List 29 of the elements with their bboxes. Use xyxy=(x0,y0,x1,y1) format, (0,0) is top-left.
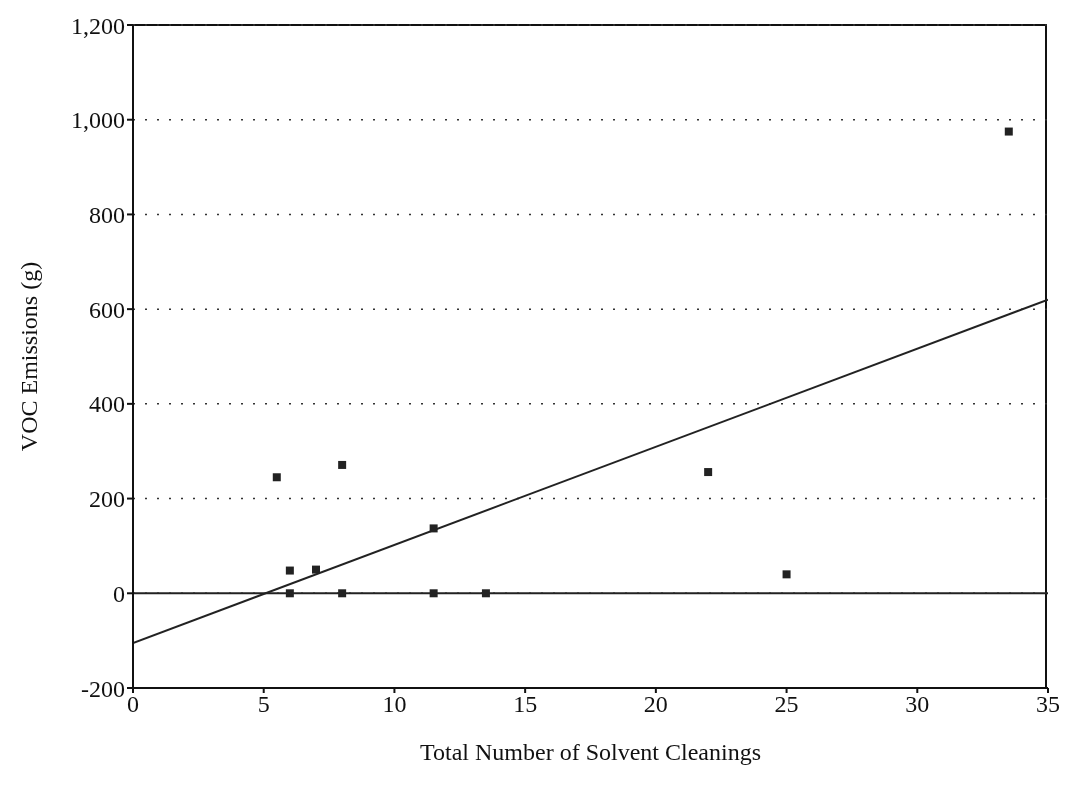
x-tick-label: 10 xyxy=(382,691,407,718)
y-tick-label: -200 xyxy=(81,675,125,702)
y-tick-label: 1,200 xyxy=(71,12,125,39)
x-tick-label: 20 xyxy=(643,691,668,718)
x-tick-label: 30 xyxy=(905,691,930,718)
x-axis-title: Total Number of Solvent Cleanings xyxy=(420,739,761,765)
y-tick-label: 800 xyxy=(89,201,125,228)
x-tick-label: 35 xyxy=(1036,691,1060,718)
point xyxy=(429,524,438,533)
y-axis-title: VOC Emissions (g) xyxy=(15,261,42,452)
point xyxy=(285,589,294,598)
point xyxy=(704,468,713,477)
point xyxy=(338,589,347,598)
point xyxy=(782,570,791,579)
point xyxy=(1004,127,1013,136)
point xyxy=(272,473,281,482)
point xyxy=(285,566,294,575)
point xyxy=(312,565,320,574)
point xyxy=(429,589,438,598)
x-tick-label: 15 xyxy=(513,691,538,718)
y-tick-label: 200 xyxy=(89,486,125,513)
y-tick-label: 0 xyxy=(113,580,125,607)
point xyxy=(338,460,347,469)
y-tick-label: 600 xyxy=(89,296,125,323)
y-tick-label: 1,000 xyxy=(71,107,125,134)
point xyxy=(481,589,490,598)
x-tick-label: 5 xyxy=(257,691,270,718)
y-tick-label: 400 xyxy=(89,391,125,418)
x-tick-label: 25 xyxy=(774,691,799,718)
